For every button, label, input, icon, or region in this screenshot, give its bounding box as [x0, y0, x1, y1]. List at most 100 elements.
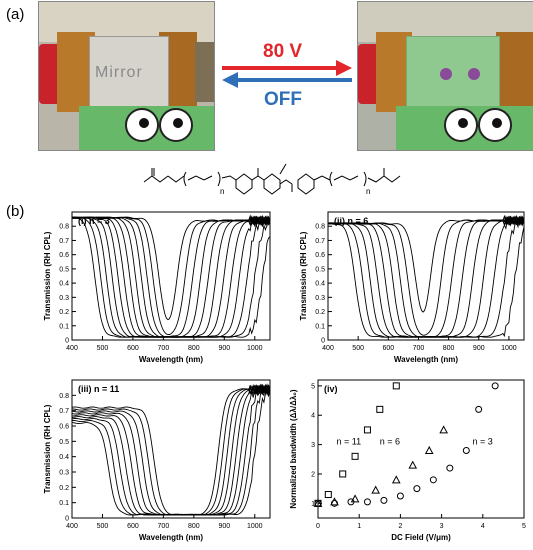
panel-a-label: (a) — [6, 6, 25, 23]
y-tick-label: 5 — [311, 383, 315, 390]
panel-title: (iii) n = 11 — [78, 384, 119, 394]
y-tick-label: 3 — [311, 442, 315, 449]
x-tick-label: 400 — [66, 523, 78, 530]
x-tick-label: 700 — [158, 523, 170, 530]
y-tick-label: 0.4 — [59, 454, 69, 461]
marker-n3 — [475, 405, 483, 413]
spectrum-curve — [327, 214, 525, 338]
marker-n6 — [350, 494, 360, 503]
y-tick-label: 0.2 — [315, 309, 325, 316]
switch-arrows — [222, 60, 352, 88]
x-tick-label: 600 — [127, 523, 139, 530]
device-photo-on — [357, 1, 533, 151]
marker-n3 — [462, 446, 470, 454]
marker-n3 — [429, 476, 437, 484]
device-photo-off: Mirror — [38, 1, 215, 151]
marker-n3 — [396, 492, 404, 500]
x-tick-label: 500 — [97, 523, 109, 530]
spectrum-curve — [71, 384, 271, 516]
marker-n3 — [314, 499, 322, 507]
chart-i-n3: 400 500 600 700 800 900 1000 0 0.1 0.2 0.3 0.4 0.5 0.… — [43, 211, 271, 364]
marker-n3 — [380, 496, 388, 504]
panel-title: (i) n = 3 — [78, 216, 110, 226]
x-tick-label: 800 — [188, 345, 200, 352]
marker-n3 — [491, 382, 499, 390]
plot-frame — [327, 211, 525, 341]
x-tick-label: 500 — [97, 345, 109, 352]
marker-n3 — [347, 498, 355, 506]
marker-n11 — [363, 426, 371, 434]
x-tick-label: 900 — [473, 345, 485, 352]
y-tick-label: 0.5 — [315, 266, 325, 273]
y-tick-label: 0.8 — [59, 393, 69, 400]
marker-n6 — [439, 425, 448, 434]
y-tick-label: 0.3 — [59, 470, 69, 477]
x-tick-label: 700 — [413, 345, 425, 352]
marker-n11 — [324, 491, 332, 499]
marker-n3 — [363, 498, 371, 506]
molecule-subscript-right: n — [366, 187, 370, 196]
x-tick-label: 5 — [522, 523, 526, 530]
plot-frame — [71, 379, 271, 519]
y-tick-label: 0.4 — [59, 281, 69, 288]
y-axis-label: Normalized bandwidth (Δλ/Δλ₀) — [289, 389, 298, 508]
y-tick-label: 0.7 — [59, 408, 69, 415]
y-tick-label: 0.6 — [59, 252, 69, 259]
chart-ii-n6: 400 500 600 700 800 900 1000 0 0.1 0.2 0.3 0.4 0.5 0.… — [299, 211, 525, 364]
x-axis-label: Wavelength (nm) — [394, 355, 458, 364]
y-tick-label: 1 — [311, 501, 315, 508]
arrow-on-label: 80 V — [263, 41, 303, 62]
y-tick-label: 0.1 — [59, 500, 69, 507]
x-tick-label: 4 — [481, 523, 485, 530]
y-tick-label: 0.7 — [59, 238, 69, 245]
spectrum-curve — [71, 215, 271, 338]
x-tick-label: 700 — [158, 345, 170, 352]
plot-frame — [71, 211, 271, 341]
x-tick-label: 1000 — [247, 345, 263, 352]
arrow-on-head — [336, 60, 352, 76]
x-tick-label: 500 — [352, 345, 364, 352]
x-tick-label: 600 — [382, 345, 394, 352]
annotation-n6: n = 6 — [380, 437, 400, 447]
x-tick-label: 400 — [66, 345, 78, 352]
spectrum-curve — [71, 384, 271, 516]
x-axis-label: DC Field (V/μm) — [391, 533, 451, 542]
y-tick-label: 0.5 — [59, 439, 69, 446]
panel-b-label: (b) — [6, 203, 25, 220]
y-tick-label: 0.5 — [59, 266, 69, 273]
x-axis-label: Wavelength (nm) — [139, 533, 203, 542]
y-tick-label: 0.1 — [315, 323, 325, 330]
marker-n11 — [376, 405, 384, 413]
marker-n11 — [351, 452, 359, 460]
y-tick-label: 0 — [65, 516, 69, 523]
spectrum-curve — [327, 215, 525, 338]
spectrum-curve — [71, 388, 271, 516]
spectrum-curve — [72, 384, 271, 516]
spectrum-curve — [327, 222, 525, 338]
y-tick-label: 0.4 — [315, 281, 325, 288]
y-tick-label: 0.3 — [59, 295, 69, 302]
marker-n11 — [339, 470, 347, 478]
x-axis-label: Wavelength (nm) — [139, 355, 203, 364]
marker-n6 — [391, 475, 401, 484]
x-tick-label: 3 — [440, 523, 444, 530]
marker-n6 — [424, 445, 434, 454]
cartoon-eye-left — [125, 108, 159, 142]
chart-iii-n11: 400 500 600 700 800 900 1000 0 0.1 0.2 0.3 0.4 0.5 0.… — [43, 379, 271, 542]
y-tick-label: 0.8 — [59, 224, 69, 231]
x-tick-label: 2 — [398, 523, 402, 530]
x-tick-label: 1000 — [247, 523, 263, 530]
y-axis-label: Transmission (RH CPL) — [43, 404, 52, 493]
panel-title: (ii) n = 6 — [334, 216, 368, 226]
spectrum-curve — [71, 383, 271, 516]
y-axis-label: Transmission (RH CPL) — [299, 231, 308, 320]
y-tick-label: 0.2 — [59, 309, 69, 316]
spectrum-curve — [71, 384, 271, 516]
molecule-subscript-left: n — [220, 187, 224, 196]
x-tick-label: 0 — [316, 523, 320, 530]
y-tick-label: 0.6 — [315, 252, 325, 259]
marker-n11 — [392, 382, 400, 390]
marker-n3 — [446, 464, 454, 472]
x-tick-label: 800 — [188, 523, 200, 530]
molecule-structure: n n — [143, 163, 401, 196]
